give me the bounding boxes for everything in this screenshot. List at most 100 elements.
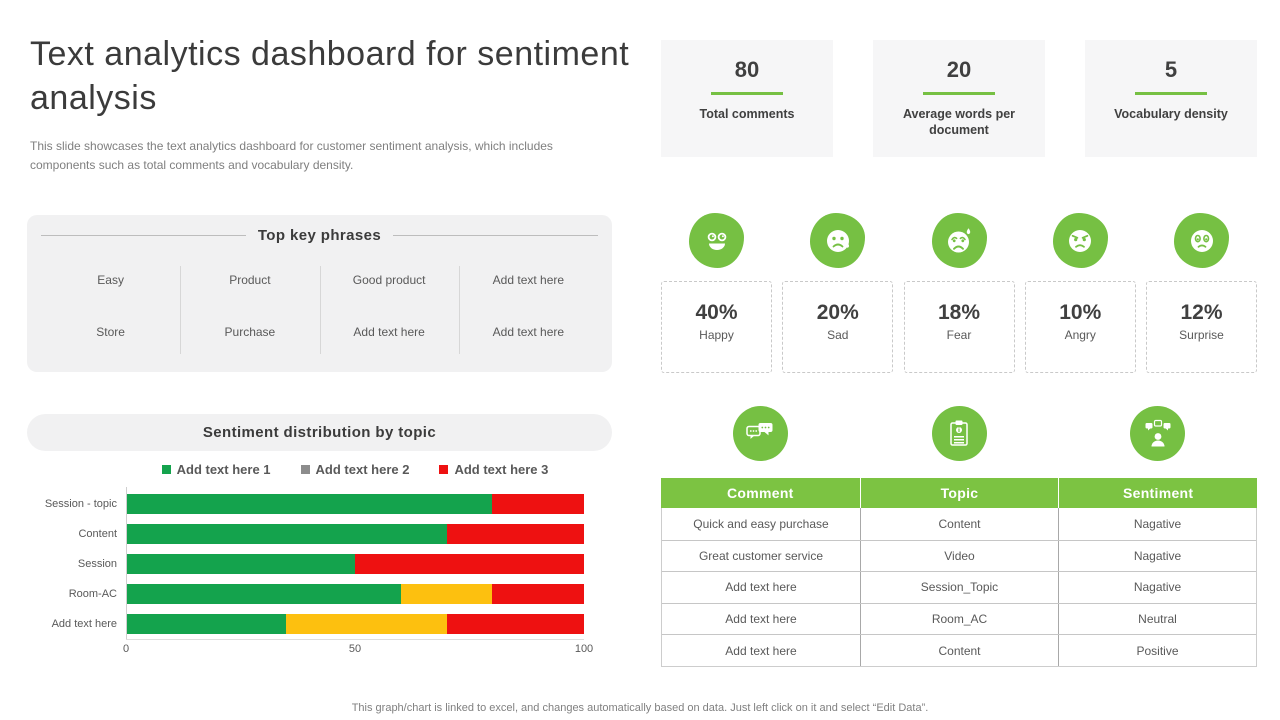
cell-topic: Session_Topic: [860, 572, 1058, 603]
cell-sentiment: Nagative: [1058, 572, 1256, 603]
key-phrase: Add text here: [492, 325, 565, 339]
table-header-row: Comment Topic Sentiment: [661, 478, 1257, 508]
kpi-underline: [1135, 92, 1207, 95]
sentiment-table: Comment Topic Sentiment Quick and easy p…: [661, 478, 1257, 667]
divider: [393, 235, 598, 236]
stacked-bar: [126, 614, 584, 634]
emotion-item-happy: 40% Happy: [661, 213, 772, 373]
kpi-card-average-words: 20 Average words per document: [873, 40, 1045, 157]
divider: [458, 266, 460, 354]
comment-icon-cell: [661, 406, 860, 461]
emotion-card: 40% Happy: [661, 281, 772, 373]
cell-comment: Great customer service: [698, 548, 824, 563]
surprise-emoji-icon: [1174, 213, 1229, 268]
bar-segment: [126, 584, 401, 604]
x-axis-line: [126, 639, 584, 640]
table-icon-row: [661, 406, 1257, 461]
emotion-label: Surprise: [1179, 328, 1224, 342]
key-phrase: Purchase: [224, 325, 276, 339]
cell-sentiment: Positive: [1058, 635, 1256, 666]
legend-item-series2: Add text here 2: [300, 462, 410, 477]
bar-segment: [126, 494, 493, 514]
stacked-bar: [126, 524, 584, 544]
legend-label: Add text here 2: [315, 462, 410, 477]
table-row: Add text here Room_AC Neutral: [662, 602, 1256, 635]
legend-label: Add text here 1: [176, 462, 271, 477]
bar-segment: [446, 524, 584, 544]
emotion-percent: 40%: [695, 301, 738, 324]
chart-row: Session: [27, 549, 612, 579]
cell-comment: Quick and easy purchase: [693, 516, 829, 531]
table-row: Add text here Content Positive: [662, 634, 1256, 666]
sad-emoji-icon: [810, 213, 866, 268]
key-phrase: Store: [96, 325, 125, 339]
cell-topic: Video: [860, 540, 1058, 572]
divider: [180, 266, 182, 354]
kpi-underline: [923, 92, 995, 95]
column-header-comment: Comment: [726, 485, 794, 501]
angry-emoji-icon: [1052, 213, 1108, 268]
emotion-label: Sad: [827, 328, 849, 342]
sentiment-distribution-chart: Add text here 1 Add text here 2 Add text…: [27, 462, 612, 659]
chart-legend: Add text here 1 Add text here 2 Add text…: [126, 462, 584, 477]
cell-topic: Content: [860, 635, 1058, 666]
x-tick: 50: [348, 643, 362, 655]
footer-note: This graph/chart is linked to excel, and…: [351, 702, 929, 714]
emotion-card: 12% Surprise: [1146, 281, 1257, 373]
page-title: Text analytics dashboard for sentiment a…: [30, 35, 630, 118]
key-phrase: Add text here: [492, 273, 565, 287]
comment-bubbles-icon: [732, 406, 788, 461]
emotion-percent: 20%: [816, 301, 859, 324]
bar-segment: [400, 584, 493, 604]
emotion-row: 40% Happy 20% Sad: [661, 213, 1257, 373]
cell-comment: Add text here: [725, 580, 797, 595]
kpi-card-total-comments: 80 Total comments: [661, 40, 833, 157]
topic-clipboard-icon: [931, 406, 987, 461]
chart-category-label: Room-AC: [68, 588, 117, 600]
y-axis-line: [126, 487, 127, 639]
column-header-sentiment: Sentiment: [1058, 478, 1257, 508]
cell-topic: Content: [860, 508, 1058, 540]
stacked-bar: [126, 554, 584, 574]
key-phrases-grid: Easy Product Good product Add text here …: [41, 254, 598, 358]
bar-segment: [126, 524, 447, 544]
bar-segment: [446, 614, 584, 634]
key-phrase: Easy: [97, 273, 124, 287]
emotion-item-sad: 20% Sad: [782, 213, 894, 373]
emotion-item-fear: 18% Fear: [903, 213, 1015, 373]
x-tick: 100: [574, 643, 594, 655]
cell-sentiment: Nagative: [1058, 540, 1256, 572]
emotion-percent: 10%: [1059, 301, 1102, 324]
sentiment-icon-cell: [1058, 406, 1257, 461]
cell-sentiment: Neutral: [1058, 603, 1256, 635]
x-axis-ticks: 0 50 100: [123, 643, 593, 659]
emotion-card: 20% Sad: [782, 281, 894, 373]
key-phrase: Add text here: [353, 325, 425, 339]
section-title: Top key phrases: [257, 227, 382, 244]
chart-category-label: Session: [77, 558, 117, 570]
chart-category-label: Add text here: [51, 618, 117, 630]
emotion-label: Happy: [699, 328, 734, 342]
sentiment-person-icon: [1130, 406, 1186, 461]
legend-swatch-red: [439, 465, 449, 474]
emotion-item-angry: 10% Angry: [1024, 213, 1136, 373]
cell-topic: Room_AC: [860, 603, 1058, 635]
emotion-card: 10% Angry: [1024, 281, 1136, 373]
kpi-label: Total comments: [699, 107, 795, 121]
chart-category-label: Session - topic: [44, 498, 117, 510]
chart-row: Session - topic: [27, 489, 612, 519]
kpi-card-vocabulary-density: 5 Vocabulary density: [1085, 40, 1257, 157]
cell-comment: Add text here: [725, 612, 797, 627]
top-key-phrases-header: Top key phrases: [41, 227, 598, 244]
happy-emoji-icon: [689, 213, 744, 268]
kpi-underline: [711, 92, 783, 95]
chart-row: Room-AC: [27, 579, 612, 609]
table-body: Quick and easy purchase Content Nagative…: [661, 508, 1257, 667]
stacked-bar: [126, 584, 584, 604]
key-phrase: Good product: [352, 273, 426, 287]
chart-title-pill: Sentiment distribution by topic: [27, 414, 612, 451]
emotion-percent: 12%: [1180, 301, 1223, 324]
legend-label: Add text here 3: [454, 462, 549, 477]
chart-row: Add text here: [27, 609, 612, 639]
